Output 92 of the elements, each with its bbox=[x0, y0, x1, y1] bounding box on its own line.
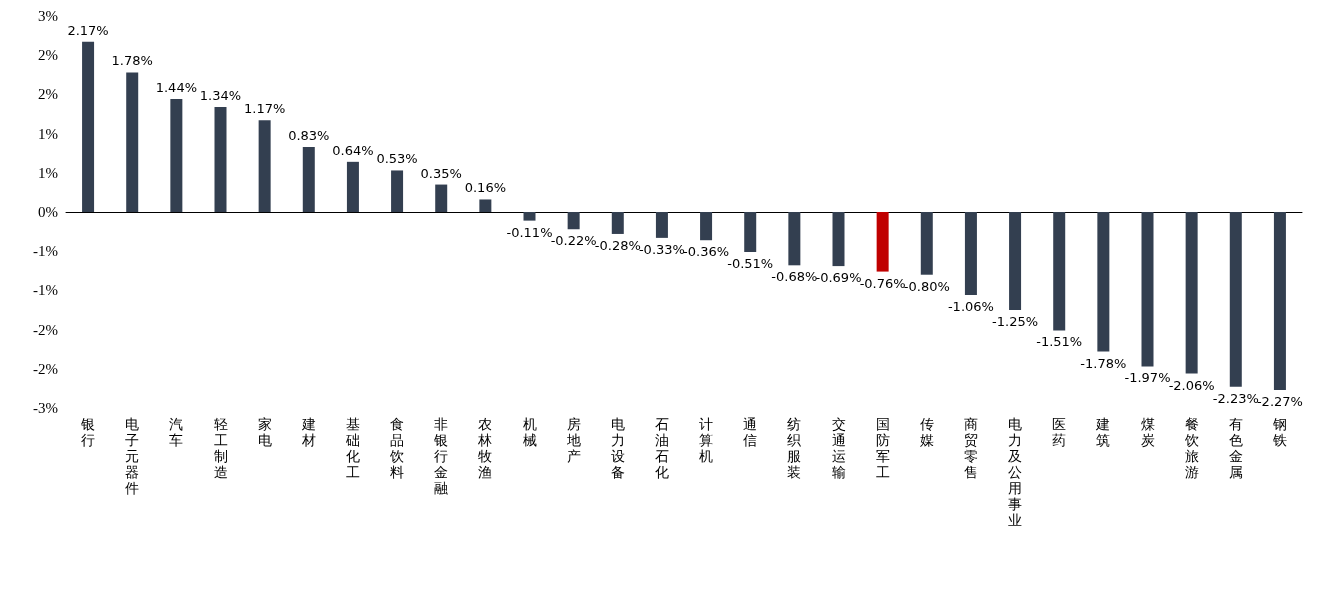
bar bbox=[346, 161, 359, 212]
x-tick-label: 电子元器件 bbox=[125, 416, 140, 496]
bar bbox=[214, 106, 227, 212]
x-tick-label: 电力及公用事业 bbox=[1008, 416, 1023, 528]
bar bbox=[1053, 212, 1066, 331]
bar bbox=[1185, 212, 1198, 374]
data-label: -0.36% bbox=[683, 244, 730, 260]
bar bbox=[258, 120, 271, 212]
x-tick-label: 石油石化 bbox=[654, 416, 669, 480]
x-tick-label: 医药 bbox=[1052, 416, 1067, 448]
x-tick-label: 煤炭 bbox=[1140, 416, 1155, 448]
data-label: -1.06% bbox=[947, 299, 994, 315]
y-tick-label: 2% bbox=[38, 86, 58, 103]
bar bbox=[1009, 212, 1022, 310]
x-tick-label: 食品饮料 bbox=[389, 416, 405, 480]
y-tick-label: 2% bbox=[38, 47, 58, 64]
x-tick-label: 房地产 bbox=[565, 416, 581, 464]
data-label: -0.68% bbox=[771, 269, 818, 285]
x-tick-label: 机械 bbox=[522, 416, 537, 448]
y-tick-label: 1% bbox=[38, 164, 58, 181]
x-tick-label: 国防军工 bbox=[875, 416, 890, 480]
data-label: -0.11% bbox=[506, 224, 553, 240]
bar bbox=[611, 212, 624, 234]
bar bbox=[1141, 212, 1154, 367]
x-tick-label: 汽车 bbox=[169, 416, 184, 448]
bar bbox=[1097, 212, 1110, 352]
x-tick-label: 电力设备 bbox=[610, 416, 625, 480]
x-tick-label: 纺织服装 bbox=[787, 416, 802, 480]
data-label: 2.17% bbox=[67, 22, 109, 38]
y-tick-label: -1% bbox=[33, 282, 58, 299]
bar bbox=[744, 212, 757, 252]
data-label: 0.35% bbox=[420, 165, 462, 181]
x-tick-label: 银行 bbox=[80, 416, 96, 448]
x-tick-label: 建材 bbox=[300, 416, 316, 448]
bar bbox=[479, 199, 492, 212]
x-tick-label: 农林牧渔 bbox=[477, 416, 493, 480]
x-tick-label: 餐饮旅游 bbox=[1183, 416, 1199, 480]
x-tick-label: 通信 bbox=[743, 416, 758, 448]
y-tick-label: 0% bbox=[38, 204, 58, 220]
bar bbox=[876, 212, 889, 272]
x-tick-label: 轻工制造 bbox=[213, 416, 228, 480]
bar bbox=[700, 212, 713, 241]
x-tick-label: 交通运输 bbox=[831, 416, 846, 480]
data-label: 0.83% bbox=[288, 127, 330, 143]
data-label: 1.44% bbox=[155, 80, 198, 96]
bar bbox=[964, 212, 977, 296]
bar bbox=[788, 212, 801, 266]
y-tick-label: -1% bbox=[33, 243, 58, 260]
bar bbox=[832, 212, 845, 267]
data-label: 1.17% bbox=[243, 101, 286, 117]
data-label: 0.64% bbox=[332, 142, 374, 158]
x-tick-label: 非银行金融 bbox=[433, 416, 449, 496]
bar bbox=[523, 212, 536, 221]
bar bbox=[655, 212, 668, 238]
bar bbox=[920, 212, 933, 275]
bar bbox=[126, 72, 139, 212]
x-tick-label: 建筑 bbox=[1095, 416, 1111, 448]
x-tick-label: 商贸零售 bbox=[963, 416, 978, 480]
bar bbox=[82, 41, 95, 212]
data-label: -1.25% bbox=[992, 314, 1039, 329]
data-label: -0.33% bbox=[638, 241, 685, 257]
bar bbox=[435, 184, 448, 212]
data-label: -1.97% bbox=[1124, 370, 1171, 386]
x-tick-label: 传媒 bbox=[919, 416, 934, 448]
data-label: -1.78% bbox=[1080, 355, 1127, 371]
x-tick-label: 家电 bbox=[257, 416, 272, 448]
data-label: -2.23% bbox=[1212, 390, 1259, 406]
bar bbox=[567, 212, 580, 230]
data-label: -0.51% bbox=[727, 255, 774, 271]
data-label: -0.80% bbox=[903, 278, 950, 294]
data-label: -2.27% bbox=[1256, 393, 1303, 409]
bar bbox=[1229, 212, 1242, 387]
bar bbox=[302, 146, 315, 212]
x-tick-label: 有色金属 bbox=[1228, 416, 1243, 480]
data-label: -0.69% bbox=[815, 270, 862, 286]
x-tick-label: 钢铁 bbox=[1271, 416, 1287, 448]
bar bbox=[1273, 212, 1286, 390]
y-tick-label: -3% bbox=[33, 400, 58, 416]
bar bbox=[391, 170, 404, 212]
y-tick-label: 1% bbox=[38, 125, 58, 142]
y-tick-label: -2% bbox=[33, 360, 58, 377]
y-tick-label: -2% bbox=[33, 321, 58, 338]
data-label: 0.16% bbox=[464, 180, 507, 196]
data-label: 0.53% bbox=[376, 151, 418, 167]
bar bbox=[170, 99, 183, 212]
x-tick-label: 基础化工 bbox=[344, 416, 360, 480]
data-label: -1.51% bbox=[1036, 334, 1083, 350]
data-label: -0.28% bbox=[594, 237, 641, 253]
x-tick-label: 计算机 bbox=[699, 416, 714, 464]
data-label: 1.34% bbox=[199, 87, 242, 103]
data-label: 1.78% bbox=[111, 53, 153, 69]
y-tick-label: 3% bbox=[38, 8, 58, 24]
